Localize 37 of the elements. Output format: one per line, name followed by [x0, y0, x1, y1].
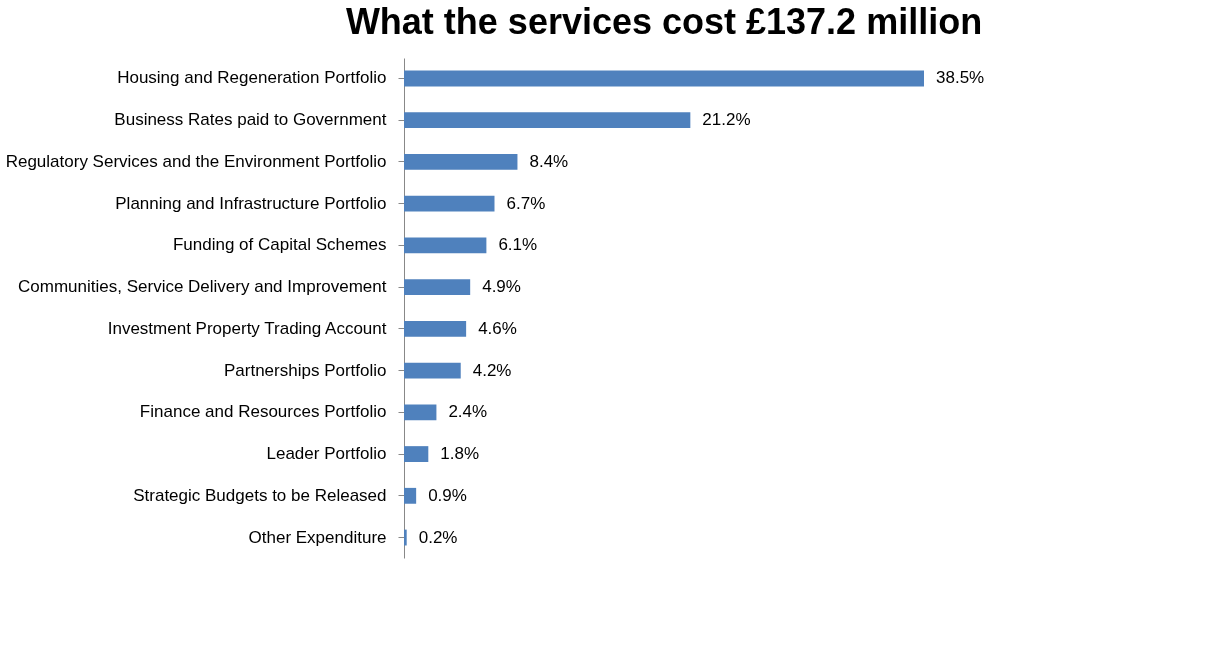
y-tick-label: Finance and Resources Portfolio [139, 402, 387, 422]
bar [404, 195, 495, 212]
data-label: 6.7% [506, 193, 546, 213]
bar [404, 153, 518, 170]
bar [404, 70, 924, 87]
bar [404, 320, 467, 337]
y-tick-label: Funding of Capital Schemes [172, 235, 387, 255]
data-label: 21.2% [702, 110, 751, 130]
y-tick-label: Partnerships Portfolio [223, 360, 387, 380]
y-tick-label: Other Expenditure [248, 527, 387, 547]
data-label: 4.2% [472, 360, 512, 380]
y-tick-label: Regulatory Services and the Environment Portfolio [5, 151, 387, 171]
bar [404, 362, 461, 379]
bar [404, 529, 407, 546]
bar [404, 487, 417, 504]
data-label: 1.8% [440, 444, 480, 464]
data-label: 4.9% [482, 277, 521, 297]
y-tick-label: Investment Property Trading Account [107, 318, 387, 338]
data-label: 6.1% [498, 235, 538, 255]
y-tick-label: Housing and Regeneration Portfolio [117, 68, 387, 88]
bar [404, 279, 471, 296]
data-label: 38.5% [936, 68, 985, 88]
y-tick-label: Business Rates paid to Government [114, 110, 387, 130]
y-tick-label: Planning and Infrastructure Portfolio [115, 193, 387, 213]
data-label: 0.9% [428, 485, 467, 505]
y-tick-label: Strategic Budgets to be Released [133, 485, 387, 505]
bar [404, 446, 429, 463]
data-label: 4.6% [478, 318, 517, 338]
y-tick-label: Communities, Service Delivery and Improvement [18, 277, 387, 297]
bar [404, 237, 487, 254]
data-label: 0.2% [418, 527, 458, 547]
bar [404, 404, 437, 421]
y-tick-label: Leader Portfolio [266, 444, 387, 464]
bar [404, 112, 691, 129]
data-label: 8.4% [529, 151, 569, 171]
chart-title: What the services cost £137.2 million [345, 1, 983, 42]
data-label: 2.4% [448, 402, 488, 422]
